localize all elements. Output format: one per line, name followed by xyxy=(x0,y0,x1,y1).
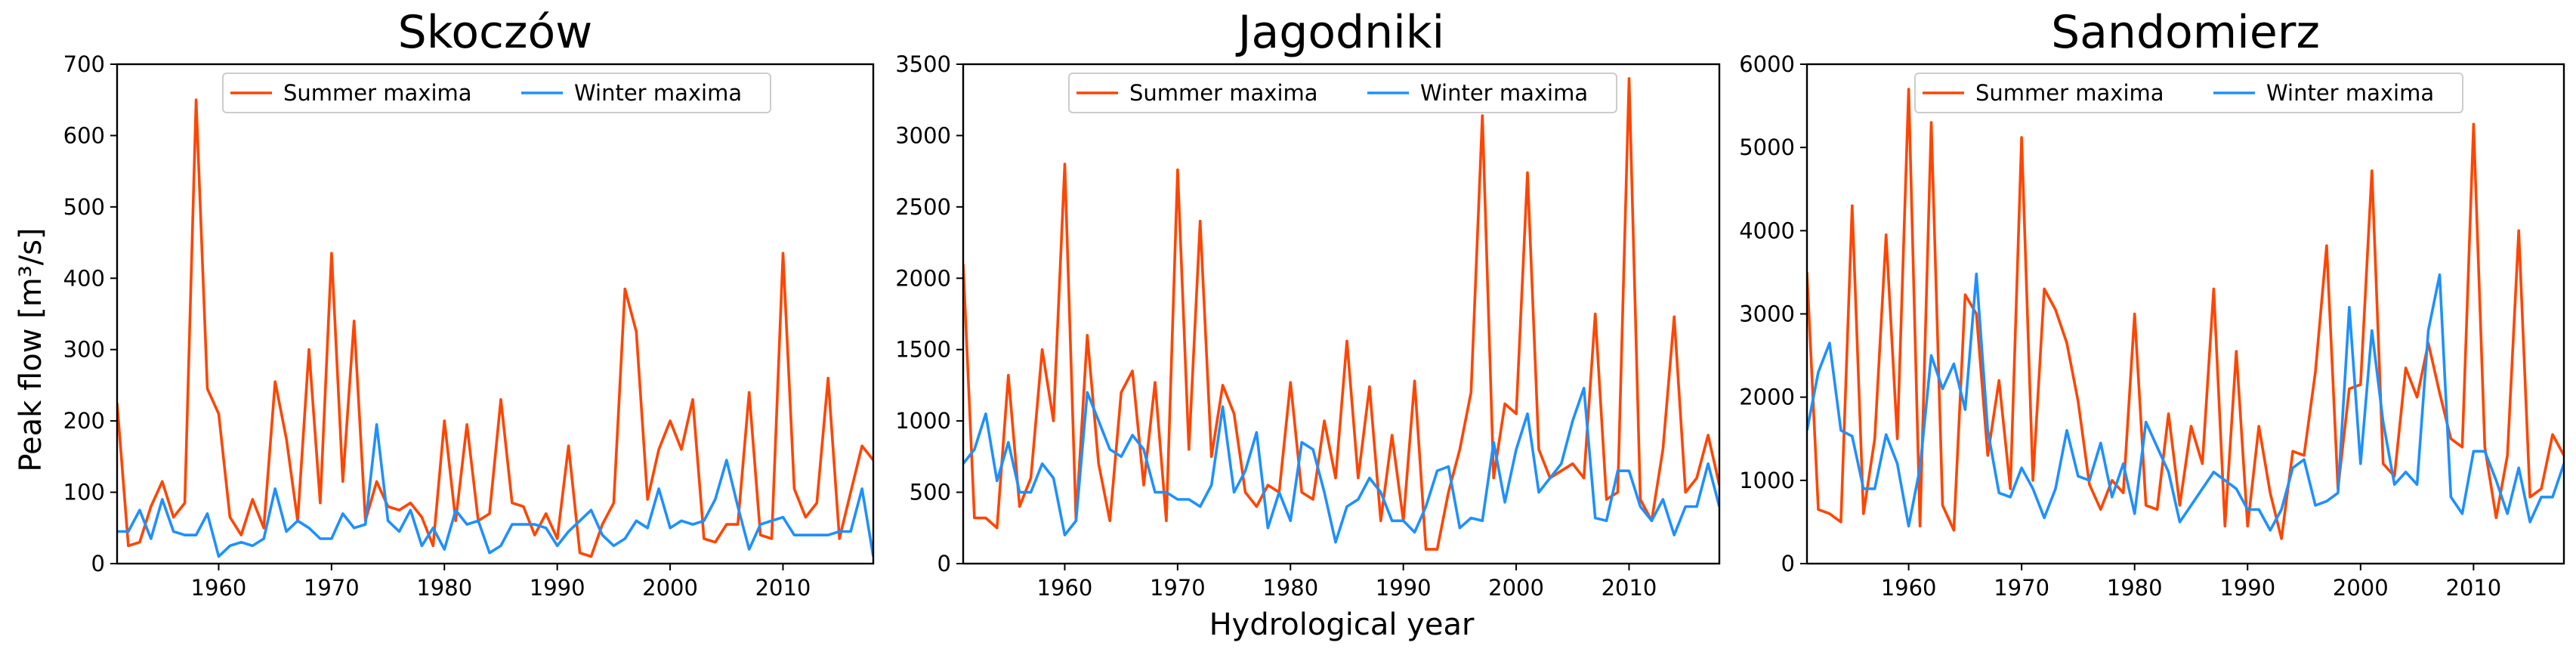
sandomierz-x-tick-label: 1980 xyxy=(2107,575,2163,601)
sandomierz-y-tick-label: 1000 xyxy=(1739,468,1795,493)
sandomierz-winter-line xyxy=(1807,272,2564,532)
skoczow-y-tick-label: 700 xyxy=(63,51,105,77)
sandomierz-y-tick-label: 3000 xyxy=(1739,301,1795,327)
sandomierz-y-tick-label: 4000 xyxy=(1739,218,1795,243)
jagodniki-y-tick-label: 1000 xyxy=(895,408,951,434)
skoczow-x-tick-label: 1970 xyxy=(304,575,360,601)
skoczow-x-tick-label: 1980 xyxy=(416,575,472,601)
sandomierz-legend: Summer maxima Winter maxima xyxy=(1914,73,2463,113)
sandomierz-y-tick-label: 2000 xyxy=(1739,385,1795,410)
jagodniki-y-tick-label: 3000 xyxy=(895,122,951,148)
sandomierz-legend-summer-label: Summer maxima xyxy=(1975,80,2164,106)
sandomierz-x-tick-label: 1970 xyxy=(1994,575,2049,601)
panel-skoczow: Skoczów 1960 1970 1980 1990 2000 2010 0 100 200 30… xyxy=(63,6,875,601)
jagodniki-y-tick-label: 2000 xyxy=(895,265,951,291)
jagodniki-plot-frame xyxy=(962,63,1721,565)
jagodniki-legend-winter-label: Winter maxima xyxy=(1420,80,1588,106)
sandomierz-x-tick-label: 1960 xyxy=(1881,575,1937,601)
sandomierz-y-tick-label: 6000 xyxy=(1739,51,1795,77)
skoczow-y-tick-label: 400 xyxy=(63,265,105,291)
skoczow-y-tick-label: 0 xyxy=(91,551,105,576)
jagodniki-legend-box xyxy=(1068,73,1617,113)
skoczow-y-tick-label: 200 xyxy=(63,408,105,434)
skoczow-legend-summer-label: Summer maxima xyxy=(283,80,472,106)
skoczow-legend-box xyxy=(222,73,771,113)
skoczow-y-tick-label: 100 xyxy=(63,480,105,505)
skoczow-x-tick-label: 2000 xyxy=(642,575,698,601)
sandomierz-summer-line xyxy=(1807,88,2564,540)
sandomierz-x-tick-label: 1990 xyxy=(2219,575,2275,601)
skoczow-y-tick-label: 500 xyxy=(63,194,105,220)
skoczow-y-tick-label: 600 xyxy=(63,122,105,148)
skoczow-legend: Summer maxima Winter maxima xyxy=(222,73,771,113)
jagodniki-x-tick-label: 1960 xyxy=(1037,575,1093,601)
skoczow-x-tick-label: 1960 xyxy=(191,575,247,601)
jagodniki-y-tick-label: 1500 xyxy=(895,337,951,363)
jagodniki-y-tick-label: 3500 xyxy=(895,51,951,77)
jagodniki-y-tick-label: 2500 xyxy=(895,194,951,220)
jagodniki-summer-line xyxy=(963,77,1719,551)
skoczow-x-tick-label: 2010 xyxy=(755,575,811,601)
skoczow-winter-line xyxy=(117,423,873,558)
skoczow-x-tick-label: 1990 xyxy=(530,575,585,601)
jagodniki-x-tick-label: 2010 xyxy=(1602,575,1657,601)
skoczow-legend-winter-label: Winter maxima xyxy=(574,80,742,106)
y-axis-label: Peak flow [m³/s] xyxy=(14,227,48,471)
skoczow-y-tick-label: 300 xyxy=(63,337,105,363)
sandomierz-legend-winter-label: Winter maxima xyxy=(2266,80,2434,106)
skoczow-plot-frame xyxy=(116,63,875,565)
jagodniki-title: Jagodniki xyxy=(1235,6,1444,59)
jagodniki-x-tick-label: 1970 xyxy=(1150,575,1206,601)
panel-sandomierz: Sandomierz 1960 1970 1980 1990 2000 2010 0 1000 2… xyxy=(1739,6,2565,601)
sandomierz-x-tick-label: 2000 xyxy=(2333,575,2389,601)
skoczow-title: Skoczów xyxy=(398,6,593,59)
sandomierz-y-tick-label: 5000 xyxy=(1739,134,1795,160)
sandomierz-y-tick-label: 0 xyxy=(1781,551,1795,576)
jagodniki-x-tick-label: 1980 xyxy=(1262,575,1318,601)
jagodniki-y-tick-label: 500 xyxy=(910,480,951,505)
sandomierz-title: Sandomierz xyxy=(2051,6,2320,59)
jagodniki-x-tick-label: 2000 xyxy=(1488,575,1544,601)
sandomierz-legend-box xyxy=(1914,73,2463,113)
jagodniki-winter-line xyxy=(963,386,1719,544)
x-axis-label: Hydrological year xyxy=(1209,607,1475,642)
skoczow-summer-line xyxy=(117,98,873,558)
jagodniki-y-tick-label: 0 xyxy=(937,551,951,576)
jagodniki-legend-summer-label: Summer maxima xyxy=(1129,80,1318,106)
panel-jagodniki: Jagodniki 1960 1970 1980 1990 2000 2010 0 500 100… xyxy=(895,6,1721,601)
jagodniki-legend: Summer maxima Winter maxima xyxy=(1068,73,1617,113)
jagodniki-x-tick-label: 1990 xyxy=(1376,575,1432,601)
sandomierz-x-tick-label: 2010 xyxy=(2445,575,2501,601)
